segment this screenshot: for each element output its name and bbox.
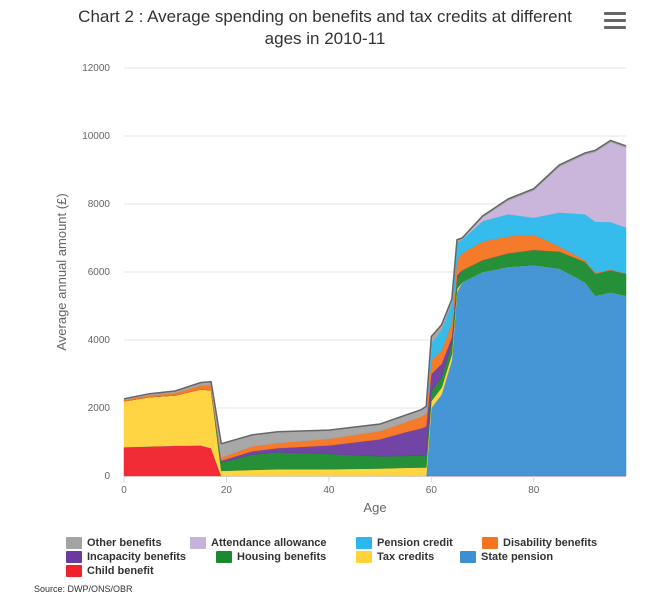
x-tick-label: 60	[426, 485, 438, 496]
legend-swatch	[216, 551, 232, 563]
y-axis-ticks: 0 2000 4000 6000 8000 10000 12000	[82, 63, 110, 482]
y-tick-label: 2000	[88, 403, 111, 414]
legend-label: Tax credits	[377, 551, 435, 563]
legend-label: Child benefit	[87, 565, 154, 577]
y-axis-title: Average annual amount (£)	[54, 193, 69, 350]
legend-item-disability-benefits[interactable]: Disability benefits	[482, 536, 597, 550]
legend-label: Disability benefits	[503, 537, 598, 549]
legend-item-other-benefits[interactable]: Other benefits	[66, 536, 162, 550]
legend-label: Pension credit	[377, 537, 453, 549]
x-tick-label: 0	[121, 485, 127, 496]
y-tick-label: 0	[104, 471, 110, 482]
x-axis-title: Age	[363, 500, 386, 515]
y-tick-label: 12000	[82, 63, 110, 74]
hamburger-menu-icon[interactable]	[604, 12, 626, 30]
legend-swatch	[66, 537, 82, 549]
legend-label: Housing benefits	[237, 551, 327, 563]
legend-swatch	[190, 537, 206, 549]
legend-swatch	[356, 537, 372, 549]
legend-swatch	[66, 551, 82, 563]
legend-swatch	[460, 551, 476, 563]
y-tick-label: 4000	[88, 335, 111, 346]
legend-label: State pension	[481, 551, 554, 563]
y-tick-label: 8000	[88, 199, 111, 210]
legend-item-attendance-allowance[interactable]: Attendance allowance	[190, 536, 327, 550]
legend-swatch	[482, 537, 498, 549]
stack-outline	[123, 139, 627, 445]
x-tick-label: 40	[323, 485, 335, 496]
source-note: Source: DWP/ONS/OBR	[34, 584, 133, 594]
chart-title: Chart 2 : Average spending on benefits a…	[78, 7, 572, 48]
x-axis-ticks: 0 20 40 60 80	[121, 476, 540, 496]
legend-item-pension-credit[interactable]: Pension credit	[356, 536, 453, 550]
legend-label: Incapacity benefits	[87, 551, 187, 563]
legend-swatch	[66, 565, 82, 577]
legend: Other benefits Attendance allowance Pens…	[66, 536, 626, 580]
legend-label: Other benefits	[87, 537, 162, 549]
area-chart: 0 20 40 60 80 0 2000 4000 6000 8000 10000 12000 Ag…	[54, 63, 627, 515]
legend-swatch	[356, 551, 372, 563]
y-tick-label: 10000	[82, 131, 110, 142]
y-tick-label: 6000	[88, 267, 111, 278]
legend-item-child-benefit[interactable]: Child benefit	[66, 564, 154, 578]
x-tick-label: 80	[528, 485, 540, 496]
legend-label: Attendance allowance	[211, 537, 327, 549]
legend-item-tax-credits[interactable]: Tax credits	[356, 550, 434, 564]
legend-item-incapacity-benefits[interactable]: Incapacity benefits	[66, 550, 186, 564]
x-tick-label: 20	[221, 485, 233, 496]
legend-item-state-pension[interactable]: State pension	[460, 550, 553, 564]
legend-item-housing-benefits[interactable]: Housing benefits	[216, 550, 326, 564]
series-areas	[123, 139, 627, 477]
